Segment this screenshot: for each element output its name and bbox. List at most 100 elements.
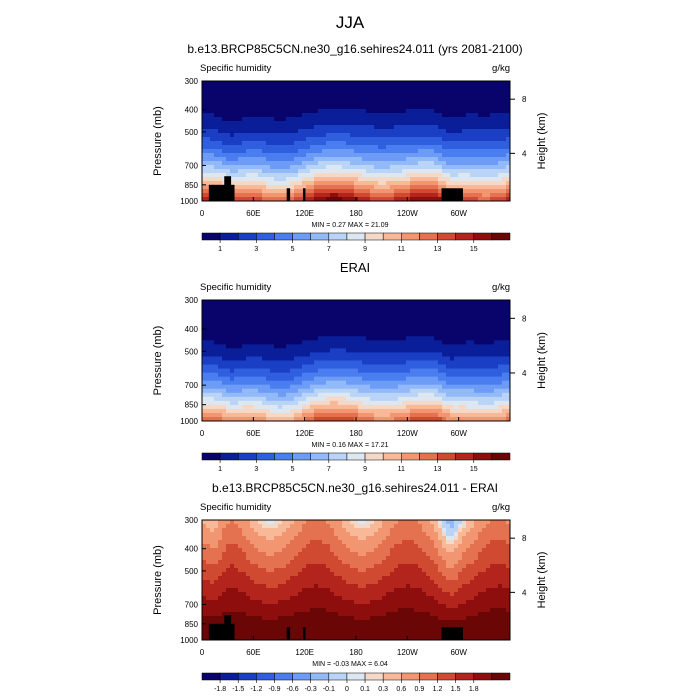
contour-cell bbox=[374, 185, 391, 190]
y-right-tick-label: 8 bbox=[522, 534, 527, 543]
contour-cell bbox=[438, 616, 467, 621]
contour-cell bbox=[330, 400, 339, 406]
contour-cell bbox=[326, 396, 347, 402]
contour-cell bbox=[202, 612, 223, 617]
contour-cell bbox=[434, 524, 439, 529]
y-tick-label: 300 bbox=[185, 296, 199, 305]
contour-cell bbox=[302, 181, 315, 186]
x-tick-label: 120W bbox=[397, 429, 418, 438]
colorbar-swatch bbox=[292, 672, 311, 681]
contour-cell bbox=[438, 600, 467, 605]
contour-cell bbox=[462, 536, 479, 541]
colorbar-label: 15 bbox=[470, 246, 478, 253]
contour-cell bbox=[358, 412, 375, 418]
contour-cell bbox=[506, 540, 511, 545]
contour-cell bbox=[386, 181, 411, 186]
contour-cell bbox=[422, 568, 439, 573]
contour-cell bbox=[490, 193, 507, 198]
y-tick-label: 500 bbox=[185, 567, 199, 576]
contour-cell bbox=[394, 197, 411, 202]
topography-mask bbox=[208, 615, 463, 640]
contour-cell bbox=[202, 548, 227, 553]
contour-cell bbox=[222, 197, 263, 202]
contour-cell bbox=[250, 524, 263, 529]
contour-cell bbox=[238, 400, 263, 406]
contour-cell bbox=[486, 588, 511, 593]
contour-cell bbox=[262, 193, 295, 198]
contour-cell bbox=[278, 404, 283, 410]
contour-cell bbox=[202, 388, 227, 394]
colorbar-label: 7 bbox=[327, 466, 331, 473]
contour-cell bbox=[346, 544, 379, 549]
contour-cell bbox=[202, 121, 511, 126]
contour-cell bbox=[434, 540, 443, 545]
colorbar-label: 13 bbox=[434, 466, 442, 473]
contour-cell bbox=[326, 520, 343, 525]
contour-cell bbox=[278, 600, 355, 605]
contour-cell bbox=[290, 408, 303, 414]
contour-cell bbox=[310, 145, 379, 150]
contour-cell bbox=[454, 532, 459, 537]
contour-cell bbox=[370, 616, 439, 621]
contour-cell bbox=[342, 520, 351, 525]
contour-cell bbox=[294, 189, 307, 194]
contour-cell bbox=[262, 356, 295, 361]
contour-cell bbox=[302, 404, 311, 410]
contour-cell bbox=[366, 336, 407, 341]
contour-cell bbox=[202, 380, 223, 386]
contour-cell bbox=[454, 564, 467, 569]
contour-cell bbox=[474, 596, 511, 601]
contour-cell bbox=[466, 548, 483, 553]
contour-cell bbox=[350, 564, 375, 569]
contour-cell bbox=[458, 560, 475, 565]
units-label: g/kg bbox=[492, 282, 510, 293]
contour-cell bbox=[506, 137, 511, 142]
contour-cell bbox=[398, 384, 443, 390]
contour-cell bbox=[202, 324, 511, 329]
contour-cell bbox=[386, 145, 443, 150]
contour-cell bbox=[286, 344, 511, 349]
colorbar-swatch bbox=[364, 452, 384, 461]
contour-cell bbox=[474, 520, 491, 525]
contour-cell bbox=[302, 364, 447, 369]
contour-cell bbox=[202, 352, 311, 357]
contour-cell bbox=[506, 153, 511, 158]
contour-cell bbox=[458, 532, 467, 537]
contour-cell bbox=[314, 189, 355, 194]
contour-cell bbox=[202, 604, 447, 609]
contour-cell bbox=[310, 540, 323, 545]
contour-cell bbox=[482, 193, 491, 198]
contour-cell bbox=[230, 520, 235, 525]
contour-cell bbox=[246, 572, 299, 577]
y-axis-label: Pressure (mb) bbox=[152, 326, 164, 396]
contour-cell bbox=[262, 169, 299, 174]
contour-cell bbox=[378, 145, 387, 150]
land-block bbox=[286, 627, 291, 640]
colorbar-label: 0.9 bbox=[415, 686, 425, 693]
contour-cell bbox=[366, 584, 407, 589]
contour-cell bbox=[302, 524, 331, 529]
contour-cell bbox=[418, 520, 431, 525]
y-tick-label: 1000 bbox=[180, 417, 198, 426]
contour-cell bbox=[246, 612, 295, 617]
contour-cell bbox=[470, 528, 483, 533]
contour-cell bbox=[454, 540, 463, 545]
x-tick-label: 120W bbox=[397, 648, 418, 657]
contour-cell bbox=[202, 340, 215, 345]
colorbar-swatch bbox=[274, 672, 293, 681]
contour-cell bbox=[314, 584, 319, 589]
contour-cell bbox=[306, 185, 315, 190]
contour-cell bbox=[478, 552, 511, 557]
y-right-tick-label: 4 bbox=[522, 369, 527, 378]
contour-cell bbox=[246, 356, 263, 361]
contour-cell bbox=[298, 388, 315, 394]
contour-cell bbox=[202, 544, 211, 549]
contour-cell bbox=[314, 412, 359, 418]
contour-cell bbox=[442, 173, 451, 178]
contour-cell bbox=[410, 177, 439, 182]
contour-cell bbox=[450, 177, 503, 182]
contour-cell bbox=[446, 392, 503, 398]
contour-cell bbox=[242, 344, 275, 349]
contour-cell bbox=[334, 532, 351, 537]
